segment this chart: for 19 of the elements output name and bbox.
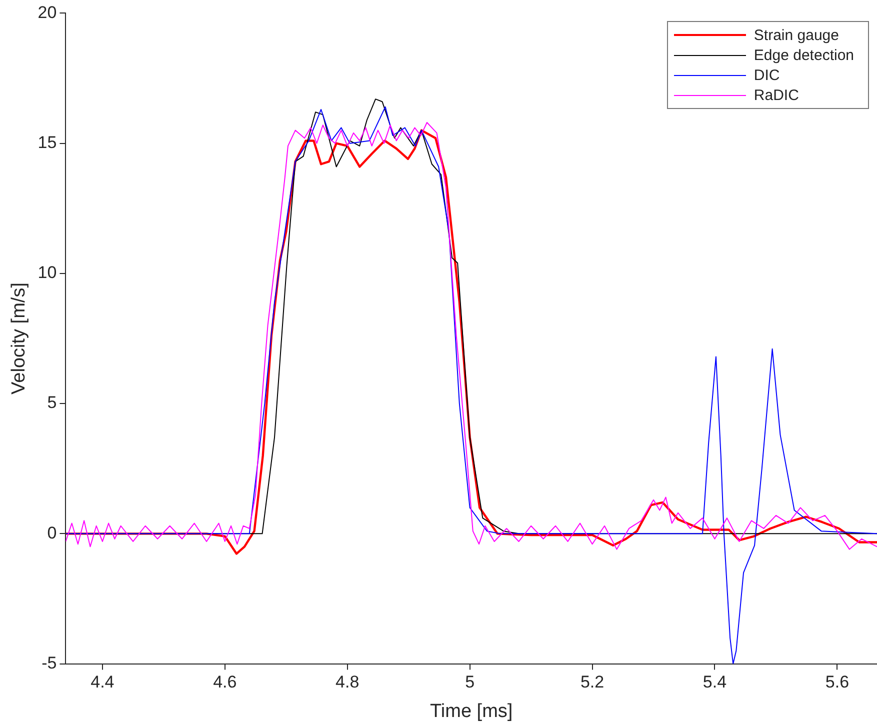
x-axis-title: Time [ms]	[430, 700, 513, 722]
x-tick-label: 5.2	[580, 672, 604, 692]
x-tick-label: 5	[465, 672, 475, 692]
y-tick-label: -5	[42, 653, 57, 672]
x-tick-label: 4.8	[336, 672, 360, 692]
legend-label: Edge detection	[754, 46, 854, 64]
x-tick-label: 4.4	[90, 672, 114, 692]
legend-label: Strain gauge	[754, 26, 839, 44]
legend-label: RaDIC	[754, 86, 799, 104]
x-tick-label: 5.4	[702, 672, 727, 692]
y-tick-label: 0	[47, 523, 57, 542]
y-tick-label: 5	[47, 393, 57, 412]
x-tick-label: 4.6	[213, 672, 237, 692]
y-axis-title: Velocity [m/s]	[8, 282, 30, 394]
legend-label: DIC	[754, 66, 780, 84]
y-tick-label: 10	[38, 263, 57, 282]
x-tick-label: 5.6	[825, 672, 850, 692]
y-tick-label: 15	[38, 133, 57, 152]
y-tick-label: 20	[38, 2, 57, 22]
